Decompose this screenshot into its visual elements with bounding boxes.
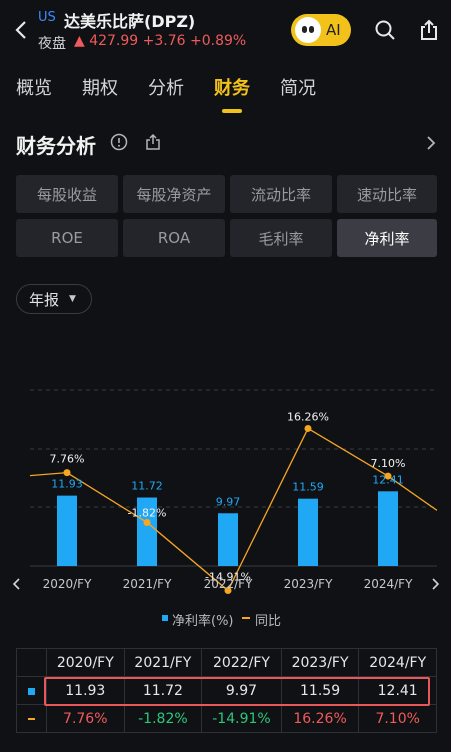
ai-label: AI (326, 21, 341, 39)
period-value: 年报 (29, 290, 60, 309)
metric-eps[interactable]: 每股收益 (16, 175, 118, 213)
table-cell: 9.97 (201, 676, 282, 705)
bar (137, 497, 157, 566)
table-header: 2020/FY (46, 648, 125, 677)
table-corner (16, 648, 47, 677)
caret-down-icon: ▼ (69, 294, 76, 304)
metric-roa[interactable]: ROA (123, 219, 225, 257)
net-margin-chart: 11.93 11.72 9.97 11.59 12.41 7.76% -1.82% -14.9… (12, 389, 440, 595)
info-icon[interactable] (110, 133, 128, 151)
ticker-name: 达美乐比萨(DPZ) (64, 12, 196, 31)
main-tabs: 概览 期权 分析 财务 简况 (0, 70, 451, 116)
legend-bar-label: 净利率(%) (172, 614, 234, 629)
table-row-yoy: 7.76% -1.82% -14.91% 16.26% 7.10% (16, 704, 437, 733)
bar-value-label: 12.41 (372, 473, 404, 486)
legend-bar-swatch (162, 615, 168, 621)
x-tick-label: 2020/FY (43, 577, 92, 591)
section-title: 财务分析 (16, 134, 96, 158)
x-tick-label: 2021/FY (123, 577, 172, 591)
data-table: 2020/FY 2021/FY 2022/FY 2023/FY 2024/FY … (16, 648, 437, 733)
bar (218, 513, 238, 566)
metric-gross-margin[interactable]: 毛利率 (230, 219, 332, 257)
net-margin-key (16, 676, 47, 705)
table-cell: 16.26% (280, 704, 360, 733)
yoy-key (16, 704, 47, 733)
tab-financials[interactable]: 财务 (214, 78, 250, 99)
bar (378, 491, 398, 566)
metric-net-margin[interactable]: 净利率 (337, 219, 437, 257)
search-icon[interactable] (373, 18, 397, 42)
table-header-row: 2020/FY 2021/FY 2022/FY 2023/FY 2024/FY (16, 648, 437, 677)
metric-current-ratio[interactable]: 流动比率 (230, 175, 332, 213)
table-cell: 11.72 (123, 676, 203, 705)
session-label: 夜盘 (38, 36, 66, 52)
bar-swatch (28, 687, 35, 695)
chevron-right-icon (432, 578, 440, 590)
back-icon[interactable] (12, 18, 32, 42)
period-dropdown[interactable]: 年报 ▼ (16, 284, 92, 314)
metric-bvps[interactable]: 每股净资产 (123, 175, 225, 213)
share-icon[interactable] (417, 18, 441, 42)
x-tick-label: 2024/FY (364, 577, 413, 591)
bar (298, 498, 318, 566)
yoy-point (143, 518, 151, 526)
tab-options[interactable]: 期权 (82, 78, 118, 99)
bar (57, 495, 77, 566)
x-tick-label: 2023/FY (284, 577, 333, 591)
table-header: 2023/FY (280, 648, 360, 677)
yoy-value-label: -1.82% (128, 506, 167, 519)
table-cell: 7.10% (358, 704, 437, 733)
table-row-net-margin: 11.93 11.72 9.97 11.59 12.41 (16, 676, 437, 705)
table-cell: 11.59 (280, 676, 360, 705)
bar-value-label: 9.97 (216, 495, 241, 508)
ai-mascot-icon (295, 17, 321, 43)
market-badge: US (38, 10, 56, 25)
yoy-value-label: 7.10% (371, 457, 406, 470)
yoy-value-label: 16.26% (287, 410, 329, 423)
metric-quick-ratio[interactable]: 速动比率 (337, 175, 437, 213)
price-quote: ▲ 427.99 +3.76 +0.89% (74, 33, 247, 49)
bar-value-label: 11.93 (51, 478, 83, 491)
table-cell: 12.41 (358, 676, 437, 705)
table-cell: 7.76% (46, 704, 125, 733)
bar-value-label: 11.59 (292, 481, 324, 494)
yoy-point (304, 424, 312, 432)
tab-overview[interactable]: 概览 (16, 78, 52, 99)
tab-analysis[interactable]: 分析 (148, 78, 184, 99)
share-icon[interactable] (144, 133, 162, 151)
chart-legend: 净利率(%) 同比 (0, 608, 451, 629)
yoy-value-label: 7.76% (50, 453, 85, 466)
line-swatch (28, 717, 35, 720)
yoy-point (384, 472, 392, 480)
ai-button[interactable]: AI (291, 14, 351, 46)
table-header: 2022/FY (201, 648, 282, 677)
table-cell: 11.93 (46, 676, 125, 705)
table-header: 2024/FY (358, 648, 437, 677)
yoy-point (224, 587, 232, 595)
header: US 达美乐比萨(DPZ) 夜盘 ▲ 427.99 +3.76 +0.89% A… (0, 0, 451, 60)
metric-roe[interactable]: ROE (16, 219, 118, 257)
active-tab-indicator (222, 109, 242, 113)
tab-profile[interactable]: 简况 (280, 78, 316, 99)
yoy-value-label: -14.91% (205, 571, 251, 584)
table-cell: -1.82% (123, 704, 203, 733)
chevron-right-icon[interactable] (424, 134, 438, 152)
bar-value-label: 11.72 (131, 480, 163, 493)
yoy-point (63, 469, 71, 477)
x-tick-label: 2022/FY (204, 577, 253, 591)
chevron-left-icon (12, 578, 20, 590)
table-cell: -14.91% (201, 704, 282, 733)
legend-line-swatch (242, 617, 250, 619)
legend-line-label: 同比 (255, 614, 282, 629)
table-header: 2021/FY (123, 648, 203, 677)
